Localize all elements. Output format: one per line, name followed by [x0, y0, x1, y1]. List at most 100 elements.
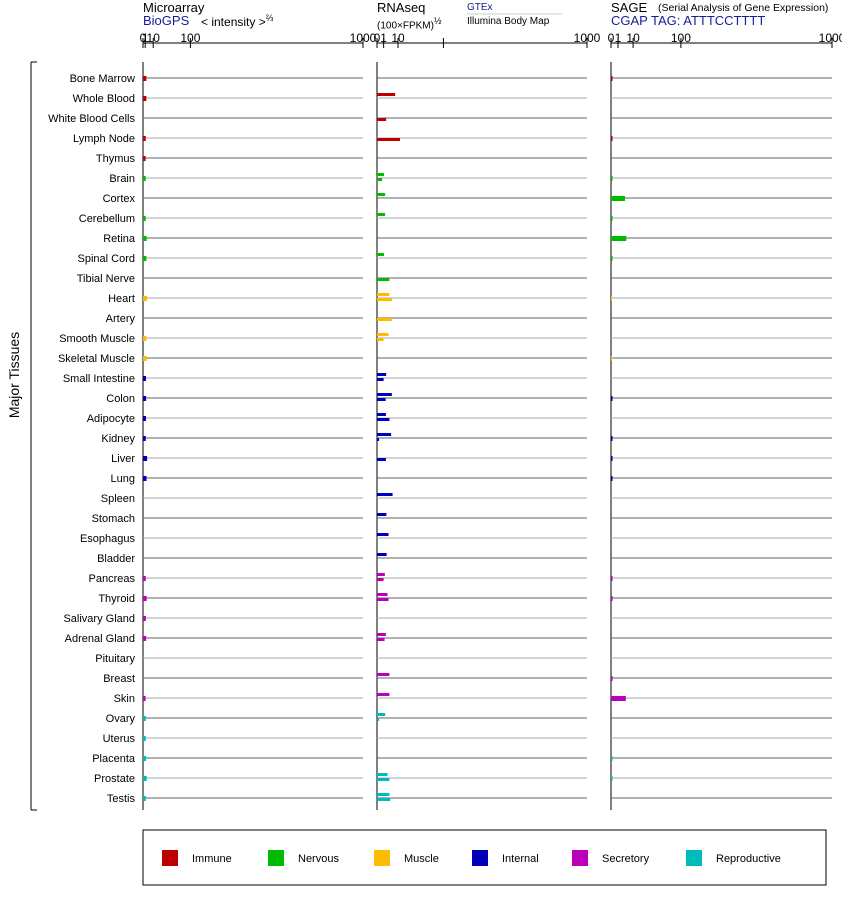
sage-bar [611, 596, 613, 601]
biogps-label[interactable]: BioGPS [143, 13, 190, 28]
microarray-bar [143, 76, 147, 81]
tissue-label: Ovary [106, 713, 136, 725]
microarray-bar [143, 796, 146, 801]
legend-swatch-reproductive [686, 850, 702, 866]
rnaseq-bar [377, 798, 391, 801]
tissue-label: Spleen [101, 493, 135, 505]
sage-bar [611, 356, 612, 361]
sage-tick-label: 1000 [819, 31, 842, 45]
tissue-label: Kidney [101, 433, 135, 445]
tissue-label: Breast [103, 673, 135, 685]
rnaseq-bar [377, 318, 392, 321]
rnaseq-title: RNAseq [377, 0, 426, 15]
tissue-label: Bladder [97, 553, 135, 565]
tissue-label: Pituitary [95, 653, 135, 665]
tissue-label: Skin [114, 693, 135, 705]
tissue-label: Stomach [92, 513, 135, 525]
rnaseq-bar [377, 793, 390, 796]
rnaseq-bar [377, 193, 386, 196]
tissue-label: Liver [111, 453, 135, 465]
rnaseq-bar [377, 513, 387, 516]
sage-bar [611, 436, 613, 441]
microarray-bar [143, 636, 147, 641]
legend-swatch-secretory [572, 850, 588, 866]
tissue-label: Placenta [92, 753, 136, 765]
legend-label-reproductive: Reproductive [716, 853, 781, 865]
intensity-label: < intensity >⅔ [201, 13, 273, 29]
rnaseq-bar [377, 118, 387, 121]
rnaseq-bar [377, 598, 389, 601]
tissue-label: Smooth Muscle [59, 333, 135, 345]
microarray-bar [143, 336, 147, 341]
tissue-label: Lymph Node [73, 133, 135, 145]
rnaseq-bar [377, 413, 386, 416]
microarray-bar [143, 136, 146, 141]
rnaseq-bar [377, 333, 389, 336]
legend-swatch-immune [162, 850, 178, 866]
microarray-tick-label: 0 [140, 31, 147, 45]
gtex-label[interactable]: GTEx [467, 2, 493, 13]
rnaseq-bar [377, 398, 386, 401]
legend-label-internal: Internal [502, 853, 539, 865]
fpkm-text: (100×FPKM) [377, 20, 434, 32]
rnaseq-bar [377, 673, 390, 676]
rnaseq-bar [377, 378, 384, 381]
microarray-bar [143, 156, 146, 161]
rnaseq-bar [377, 178, 383, 181]
legend-swatch-internal [472, 850, 488, 866]
rnaseq-bar [377, 293, 390, 296]
tissue-label: Skeletal Muscle [58, 353, 135, 365]
microarray-bar [143, 376, 147, 381]
microarray-tick-label: 1000 [350, 31, 377, 45]
tissue-label: Whole Blood [73, 93, 135, 105]
tissue-label: White Blood Cells [48, 113, 135, 125]
fpkm-exponent: ½ [433, 16, 442, 26]
tissue-label: Thymus [96, 153, 136, 165]
tissue-label: Brain [109, 173, 135, 185]
microarray-bar [143, 96, 147, 101]
microarray-bar [143, 236, 147, 241]
y-group-label: Major Tissues [6, 332, 22, 418]
intensity-text: < intensity > [201, 15, 266, 29]
tissue-label: Cortex [103, 193, 136, 205]
microarray-bar [143, 616, 146, 621]
rnaseq-bar [377, 338, 384, 341]
microarray-bar [143, 736, 146, 741]
microarray-bar [143, 436, 146, 441]
rnaseq-bar [377, 778, 390, 781]
rnaseq-bar [377, 693, 390, 696]
microarray-bar [143, 756, 147, 761]
sage-bar [611, 696, 626, 701]
legend-swatch-nervous [268, 850, 284, 866]
tissue-label: Artery [106, 313, 136, 325]
legend-label-muscle: Muscle [404, 853, 439, 865]
tissue-label: Cerebellum [79, 213, 135, 225]
rnaseq-bar [377, 433, 392, 436]
microarray-bar [143, 456, 148, 461]
rnaseq-bar [377, 138, 401, 141]
rnaseq-tick-label: 10 [391, 31, 405, 45]
sage-bar [611, 256, 613, 261]
cgap-tag-label[interactable]: CGAP TAG: ATTTCCTTTT [611, 13, 766, 28]
rnaseq-bar [377, 298, 392, 301]
sage-title: SAGE [611, 0, 648, 15]
microarray-bar [143, 716, 146, 721]
rnaseq-bar [377, 253, 384, 256]
microarray-bar [143, 596, 147, 601]
rnaseq-bar [377, 718, 380, 721]
sage-bar [611, 456, 613, 461]
tissue-label: Testis [107, 793, 136, 805]
rnaseq-tick-label: 0 [374, 31, 381, 45]
rnaseq-bar [377, 553, 387, 556]
tissue-label: Prostate [94, 773, 135, 785]
tissue-label: Salivary Gland [63, 613, 135, 625]
legend-label-secretory: Secretory [602, 853, 650, 865]
sage-bar [611, 236, 627, 241]
sage-tick-label: 100 [671, 31, 691, 45]
rnaseq-bar [377, 493, 393, 496]
microarray-bar [143, 416, 147, 421]
microarray-tick-label: 10 [147, 31, 161, 45]
microarray-title: Microarray [143, 0, 205, 15]
microarray-bar [143, 776, 147, 781]
illumina-label[interactable]: Illumina Body Map [467, 16, 550, 27]
